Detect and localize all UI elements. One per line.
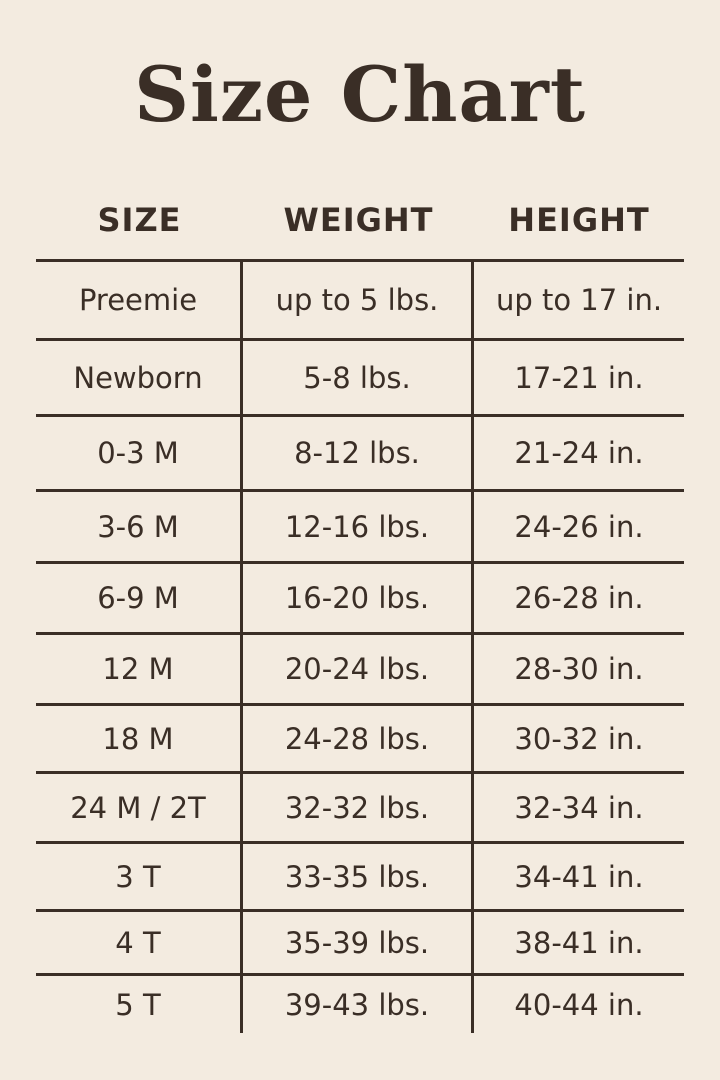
size-cell: 0-3 M — [36, 417, 243, 489]
weight-cell: 20-24 lbs. — [243, 635, 474, 703]
weight-cell: 24-28 lbs. — [243, 706, 474, 771]
table-row: 4 T 35-39 lbs. 38-41 in. — [36, 909, 684, 973]
header-weight: WEIGHT — [283, 201, 434, 239]
height-cell: up to 17 in. — [495, 283, 663, 317]
size-cell: 12 M — [36, 635, 243, 703]
header-height: HEIGHT — [508, 201, 650, 239]
size-cell: 6-9 M — [36, 564, 243, 632]
weight-cell: 8-12 lbs. — [243, 417, 474, 489]
height-cell: 28-30 in. — [514, 652, 644, 686]
size-cell: 3-6 M — [36, 492, 243, 561]
table-row: 18 M 24-28 lbs. 30-32 in. — [36, 703, 684, 771]
table-row: 12 M 20-24 lbs. 28-30 in. — [36, 632, 684, 703]
table-header: SIZE WEIGHT HEIGHT — [36, 196, 684, 244]
page-title: Size Chart — [134, 50, 586, 139]
table-row: 24 M / 2T 32-32 lbs. 32-34 in. — [36, 771, 684, 841]
height-cell: 24-26 in. — [514, 509, 644, 544]
table-row: 5 T 39-43 lbs. 40-44 in. — [36, 973, 684, 1033]
weight-cell: up to 5 lbs. — [243, 262, 474, 338]
height-cell: 30-32 in. — [514, 721, 644, 756]
weight-cell: 16-20 lbs. — [243, 564, 474, 632]
table-row: Preemie up to 5 lbs. up to 17 in. — [36, 259, 684, 338]
weight-cell: 35-39 lbs. — [243, 912, 474, 973]
size-cell: 3 T — [36, 844, 243, 909]
size-cell: 24 M / 2T — [36, 774, 243, 841]
height-cell: 38-41 in. — [514, 925, 644, 960]
size-cell: 18 M — [36, 706, 243, 771]
height-cell: 32-34 in. — [514, 790, 644, 825]
height-cell: 17-21 in. — [514, 360, 644, 395]
table-row: 6-9 M 16-20 lbs. 26-28 in. — [36, 561, 684, 632]
height-cell: 26-28 in. — [514, 581, 644, 615]
header-size: SIZE — [97, 201, 182, 239]
weight-cell: 12-16 lbs. — [243, 492, 474, 561]
table-row: Newborn 5-8 lbs. 17-21 in. — [36, 338, 684, 414]
weight-cell: 39-43 lbs. — [243, 976, 474, 1033]
size-cell: Newborn — [36, 341, 243, 414]
height-cell: 40-44 in. — [514, 987, 644, 1022]
size-table: Preemie up to 5 lbs. up to 17 in. Newborn 5-… — [36, 259, 684, 1033]
weight-cell: 32-32 lbs. — [243, 774, 474, 841]
table-row: 0-3 M 8-12 lbs. 21-24 in. — [36, 414, 684, 489]
size-cell: 5 T — [36, 976, 243, 1033]
weight-cell: 5-8 lbs. — [243, 341, 474, 414]
table-row: 3-6 M 12-16 lbs. 24-26 in. — [36, 489, 684, 561]
height-cell: 34-41 in. — [514, 859, 644, 894]
size-cell: Preemie — [36, 262, 243, 338]
table-row: 3 T 33-35 lbs. 34-41 in. — [36, 841, 684, 909]
height-cell: 21-24 in. — [514, 436, 644, 470]
weight-cell: 33-35 lbs. — [243, 844, 474, 909]
size-cell: 4 T — [36, 912, 243, 973]
